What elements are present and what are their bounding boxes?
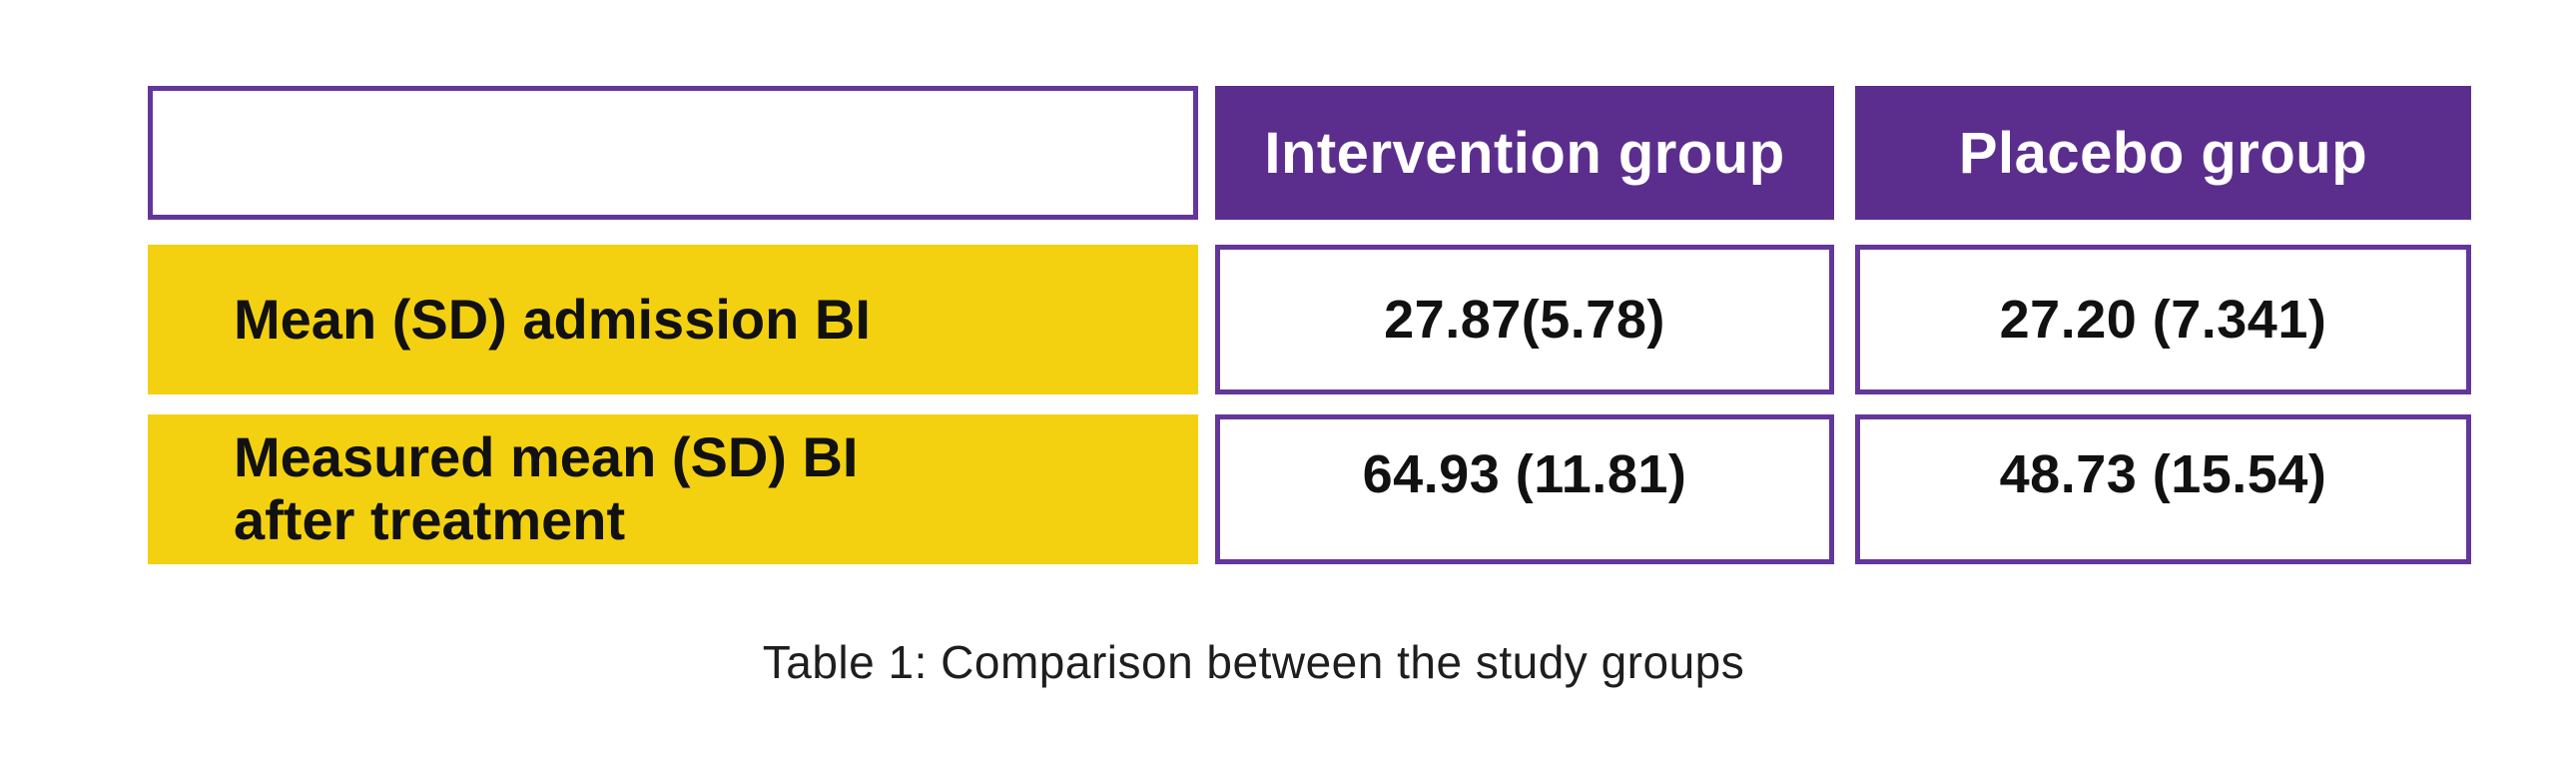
table-corner-cell bbox=[148, 86, 1198, 220]
value-admission-bi-intervention: 27.87(5.78) bbox=[1215, 245, 1834, 394]
column-header-intervention-group: Intervention group bbox=[1215, 86, 1834, 220]
value-bi-after-treatment-placebo: 48.73 (15.54) bbox=[1855, 414, 2471, 564]
value-bi-after-treatment-intervention: 64.93 (11.81) bbox=[1215, 414, 1834, 564]
row-label-bi-after-treatment-line2: after treatment bbox=[234, 488, 626, 551]
row-label-admission-bi-text: Mean (SD) admission BI bbox=[234, 287, 871, 351]
column-header-placebo-group: Placebo group bbox=[1855, 86, 2471, 220]
row-label-bi-after-treatment-line1: Measured mean (SD) BI bbox=[234, 425, 859, 489]
row-label-admission-bi: Mean (SD) admission BI bbox=[148, 245, 1198, 394]
value-admission-bi-placebo: 27.20 (7.341) bbox=[1855, 245, 2471, 394]
row-label-bi-after-treatment: Measured mean (SD) BI after treatment bbox=[148, 414, 1198, 564]
table-caption: Table 1: Comparison between the study gr… bbox=[762, 636, 1745, 688]
